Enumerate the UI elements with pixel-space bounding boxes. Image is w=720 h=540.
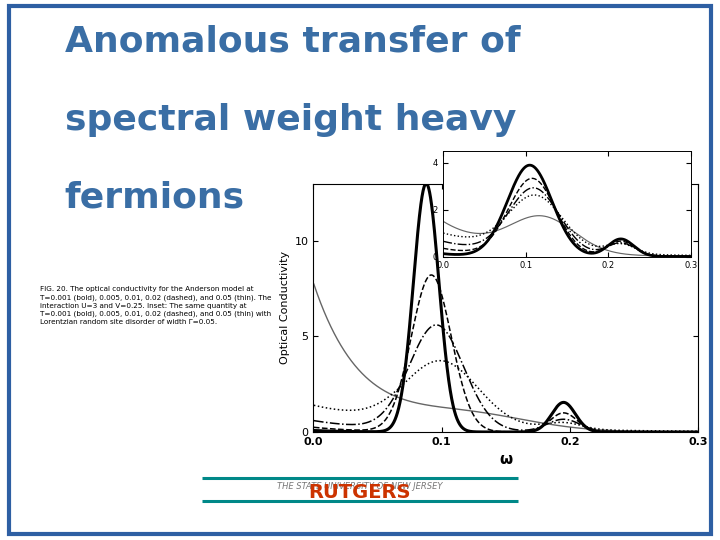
- Y-axis label: Optical Conductivity: Optical Conductivity: [280, 251, 290, 364]
- X-axis label: ω: ω: [499, 453, 513, 468]
- Text: fermions: fermions: [65, 181, 245, 215]
- Text: FIG. 20. The optical conductivity for the Anderson model at
T=0.001 (bold), 0.00: FIG. 20. The optical conductivity for th…: [40, 286, 271, 325]
- Text: spectral weight heavy: spectral weight heavy: [65, 103, 516, 137]
- Text: RUTGERS: RUTGERS: [309, 483, 411, 502]
- Text: THE STATE UNIVERSITY OF NEW JERSEY: THE STATE UNIVERSITY OF NEW JERSEY: [277, 482, 443, 491]
- Text: Anomalous transfer of: Anomalous transfer of: [65, 24, 521, 58]
